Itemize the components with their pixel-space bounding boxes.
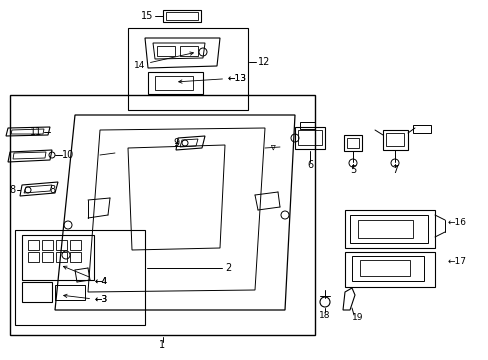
Bar xyxy=(10,95,314,335)
Text: 6: 6 xyxy=(306,160,312,170)
Text: 2: 2 xyxy=(224,263,231,273)
Text: 19: 19 xyxy=(351,314,363,323)
Text: ←4: ←4 xyxy=(95,278,108,287)
Text: 15: 15 xyxy=(141,11,153,21)
Text: 18: 18 xyxy=(319,310,330,320)
Bar xyxy=(294,127,325,149)
Bar xyxy=(349,215,427,243)
Text: 9: 9 xyxy=(174,138,180,148)
Bar xyxy=(155,76,193,90)
Text: ←13: ←13 xyxy=(227,73,246,82)
Bar xyxy=(351,256,423,281)
Bar xyxy=(385,133,403,146)
Bar xyxy=(42,252,53,262)
Bar xyxy=(28,252,39,262)
Bar xyxy=(70,252,81,262)
Bar xyxy=(22,282,52,302)
Bar xyxy=(157,46,175,56)
Bar xyxy=(382,130,407,150)
Bar xyxy=(55,285,85,300)
Bar xyxy=(297,130,321,145)
Bar xyxy=(22,235,94,280)
Bar xyxy=(412,125,430,133)
Text: 14: 14 xyxy=(133,52,193,69)
Bar xyxy=(180,46,198,56)
Bar xyxy=(42,240,53,250)
Bar xyxy=(346,138,358,148)
Text: 12: 12 xyxy=(258,57,270,67)
Text: ←4: ←4 xyxy=(63,266,108,287)
Text: ←3: ←3 xyxy=(63,294,108,305)
Text: 5: 5 xyxy=(349,165,355,175)
Bar xyxy=(345,210,434,248)
Bar xyxy=(357,220,412,238)
Bar xyxy=(128,28,247,110)
Bar xyxy=(15,230,145,325)
Text: 10: 10 xyxy=(62,150,74,160)
Text: 1: 1 xyxy=(159,340,165,350)
Bar xyxy=(70,240,81,250)
Bar xyxy=(56,240,67,250)
Bar xyxy=(28,240,39,250)
Text: ←3: ←3 xyxy=(95,296,108,305)
Text: ←13: ←13 xyxy=(178,73,246,83)
Text: 11: 11 xyxy=(30,127,42,137)
Bar xyxy=(56,252,67,262)
Bar xyxy=(148,72,203,94)
Bar xyxy=(163,10,201,22)
Bar xyxy=(345,252,434,287)
Bar xyxy=(343,135,361,151)
Text: ∇: ∇ xyxy=(269,145,274,151)
Text: 8: 8 xyxy=(49,185,55,195)
Text: 8: 8 xyxy=(9,185,15,195)
Bar xyxy=(299,122,314,129)
Text: ←17: ←17 xyxy=(447,257,466,266)
Bar xyxy=(165,12,198,20)
Text: 7: 7 xyxy=(391,165,397,175)
Text: ←16: ←16 xyxy=(447,217,466,226)
Bar xyxy=(359,260,409,276)
